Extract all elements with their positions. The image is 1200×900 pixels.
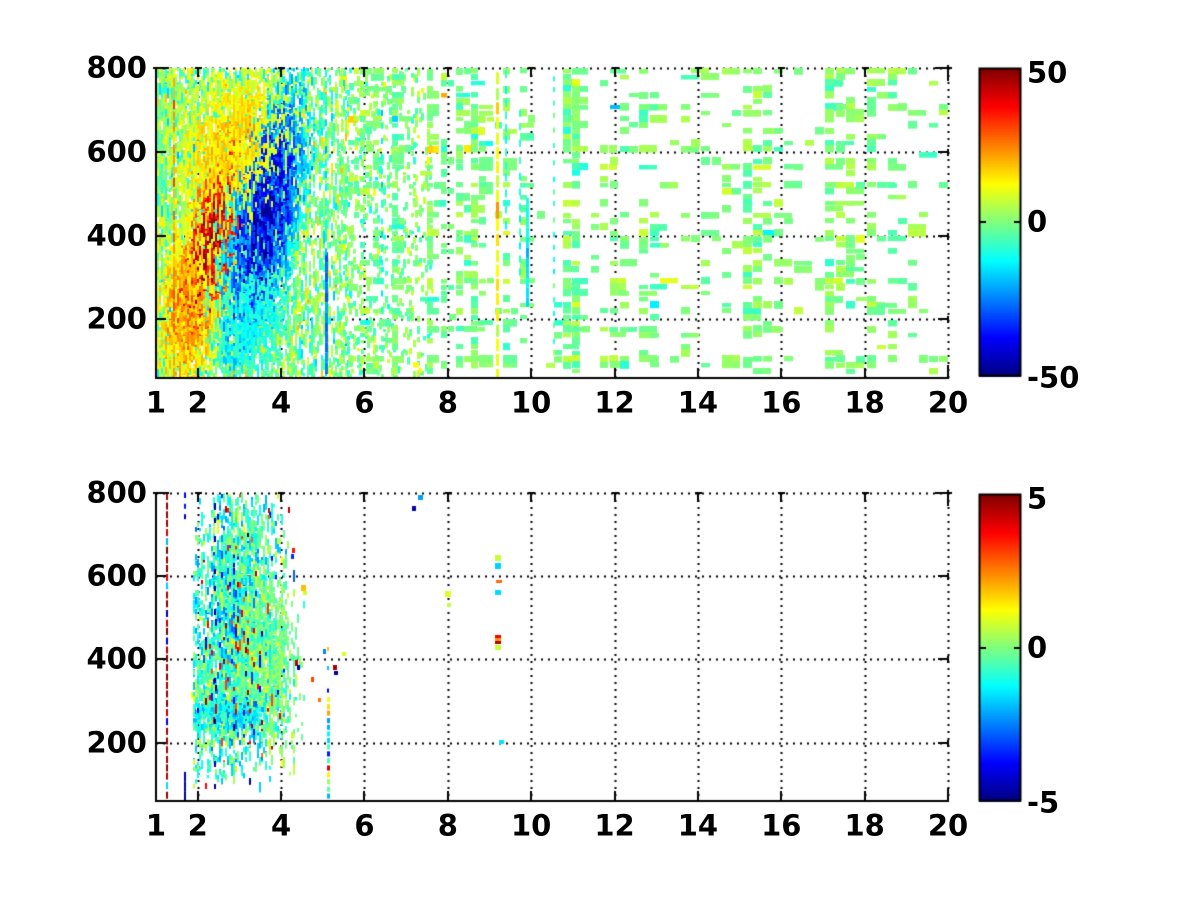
bottom-x-tick-label-20: 20 (927, 808, 969, 843)
bottom-colorbar-tick-label-0: 0 (1027, 630, 1048, 664)
top-x-tick-label-4: 4 (270, 385, 292, 420)
bottom-colorbar-tick-label--5: -5 (1027, 785, 1060, 820)
top-colorbar-tick-label-0: 0 (1027, 204, 1048, 239)
top-x-tick-label-14: 14 (677, 385, 719, 420)
bottom-y-tick-label-400: 400 (86, 641, 147, 676)
top-x-tick-label-10: 10 (510, 385, 552, 420)
bottom-x-tick-label-12: 12 (594, 808, 635, 843)
bottom-x-tick-label-4: 4 (270, 808, 292, 843)
bottom-y-tick-label-800: 800 (86, 475, 147, 510)
bottom-x-tick-label-6: 6 (354, 808, 375, 843)
top-colorbar-tick-label--50: -50 (1027, 360, 1080, 395)
top-x-tick-label-1: 1 (145, 385, 167, 420)
top-x-tick-label-18: 18 (844, 385, 885, 420)
bottom-x-tick-label-1: 1 (145, 808, 167, 843)
bottom-x-tick-label-14: 14 (677, 808, 719, 843)
bottom-x-tick-label-10: 10 (510, 808, 552, 843)
top-y-tick-label-600: 600 (86, 134, 147, 169)
bottom-x-tick-label-18: 18 (844, 808, 885, 843)
top-x-tick-label-8: 8 (437, 385, 458, 420)
top-x-tick-label-12: 12 (594, 385, 635, 420)
top-x-tick-label-2: 2 (187, 385, 208, 420)
top-x-tick-label-16: 16 (761, 385, 802, 420)
top-x-tick-label-20: 20 (927, 385, 969, 420)
top-colorbar-tick-label-50: 50 (1027, 55, 1068, 90)
bottom-x-tick-label-8: 8 (437, 808, 458, 843)
top-y-tick-label-200: 200 (86, 301, 147, 336)
top-x-tick-label-6: 6 (354, 385, 375, 420)
bottom-y-tick-label-200: 200 (86, 725, 147, 760)
bottom-colorbar-tick-label-5: 5 (1027, 481, 1048, 516)
bottom-y-tick-label-600: 600 (86, 558, 147, 593)
bottom-x-tick-label-2: 2 (187, 808, 208, 843)
bottom-x-tick-label-16: 16 (761, 808, 802, 843)
top-y-tick-label-800: 800 (86, 50, 147, 85)
top-y-tick-label-400: 400 (86, 218, 147, 253)
